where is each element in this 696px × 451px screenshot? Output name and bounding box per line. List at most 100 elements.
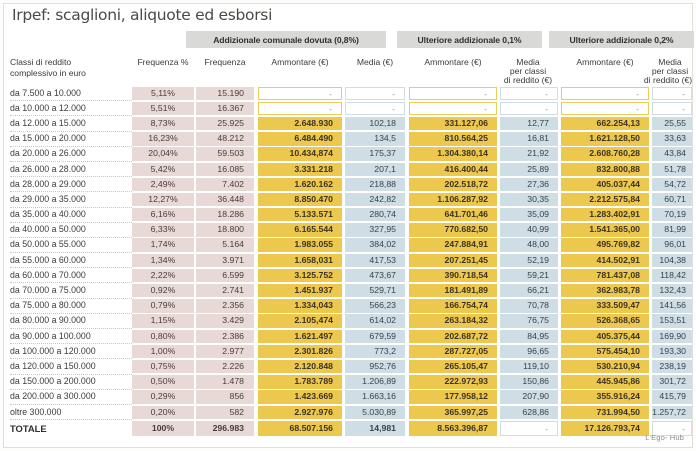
cell-ammontare-2: 331.127,06: [409, 116, 497, 131]
cell-media-3: 153,51: [652, 314, 692, 328]
cell-freq: 25.925: [196, 116, 254, 131]
cell-freq: 2.741: [196, 284, 254, 298]
cell-freq-pct: 16,23%: [132, 132, 194, 146]
header-media-1: Media (€): [356, 57, 394, 67]
cell-ammontare-3: 2.212.575,84: [561, 192, 649, 207]
cell-freq-pct: 5,11%: [132, 86, 194, 100]
cell-freq: 18.800: [196, 223, 254, 237]
cell-row-label: da 20.000 a 26.000: [10, 147, 132, 162]
cell-media-3: 118,42: [652, 268, 692, 283]
cell-freq-pct: 6,33%: [132, 223, 194, 237]
cell-ammontare-2: 166.754,74: [409, 299, 497, 313]
cell-ammontare-2: 1.304.380,14: [409, 147, 497, 161]
cell-ammontare-1: 3.331.218: [258, 162, 342, 176]
cell-ammontare-3: -: [561, 101, 649, 116]
cell-media-3: 33,63: [652, 132, 692, 146]
cell-row-label: da 75.000 a 80.000: [10, 299, 132, 314]
cell-media-1: 1.663,16: [345, 390, 405, 404]
header-media-2-line1: Media: [516, 57, 540, 67]
cell-ammontare-1: 1.423.669: [258, 390, 342, 404]
cell-ammontare-3: 405.375,44: [561, 329, 649, 343]
cell-media-3: 132,43: [652, 284, 692, 298]
cell-freq: 48.212: [196, 132, 254, 146]
cell-media-3: 104,38: [652, 253, 692, 268]
cell-media-1: 218,88: [345, 177, 405, 192]
cell-media-1: 175,37: [345, 147, 405, 161]
cell-row-label: da 90.000 a 100.000: [10, 330, 132, 345]
cell-freq-pct: 1,74%: [132, 238, 194, 252]
cell-freq: 582: [196, 405, 254, 419]
header-media-2-line2: per classi: [509, 66, 547, 76]
cell-ammontare-2: 222.972,93: [409, 375, 497, 389]
cell-media-3: 169,90: [652, 329, 692, 343]
cell-media-2: -: [500, 101, 558, 116]
cell-ammontare-1: 2.648.930: [258, 116, 342, 131]
table-row: da 150.000 a 200.000 0,50% 1.478 1.783.789 1…: [0, 375, 696, 390]
cell-ammontare-2: 247.884,91: [409, 238, 497, 252]
cell-media-2: 25,89: [500, 162, 558, 176]
cell-ammontare-3: 781.437,08: [561, 268, 649, 283]
cell-freq-pct: 2,22%: [132, 268, 194, 283]
table-row: da 7.500 a 10.000 5,11% 15.190- - - - - -: [0, 86, 696, 102]
cell-media-2: 59,21: [500, 268, 558, 283]
cell-freq: 2.386: [196, 329, 254, 343]
cell-freq: 856: [196, 390, 254, 404]
cell-freq: 1.478: [196, 375, 254, 389]
cell-media-1: 207,1: [345, 162, 405, 176]
cell-ammontare-3: 662.254,13: [561, 116, 649, 131]
cell-ammontare-3: 530.210,94: [561, 359, 649, 374]
cell-ammontare-3: 526.368,65: [561, 314, 649, 328]
cell-ammontare-3: 333.509,47: [561, 299, 649, 313]
cell-media-3: 51,78: [652, 162, 692, 176]
cell-media-3: 54,72: [652, 177, 692, 192]
group-header-addizionale-comunale: Addizionale comunale dovuta (0,8%): [186, 31, 386, 48]
cell-ammontare-1: 3.125.752: [258, 268, 342, 283]
cell-ammontare-3: 362.983,78: [561, 284, 649, 298]
cell-ammontare-3: 2.608.760,28: [561, 147, 649, 161]
cell-freq-pct: 5,42%: [132, 162, 194, 176]
credit-label: L'Ego- Hub: [645, 433, 684, 442]
cell-media-2: 52,19: [500, 253, 558, 268]
cell-ammontare-2: 265.105,47: [409, 359, 497, 374]
cell-row-label: da 100.000 a 120.000: [10, 345, 132, 360]
cell-freq-pct: 12,27%: [132, 192, 194, 207]
cell-ammontare-1: 1.658,031: [258, 253, 342, 268]
cell-media-3: 70,19: [652, 208, 692, 222]
cell-media-2: 150,86: [500, 375, 558, 389]
cell-freq-pct: 0,20%: [132, 405, 194, 419]
header-media-3-line3: di reddito (€): [643, 75, 693, 85]
cell-ammontare-1: -: [258, 101, 342, 116]
cell-media-3: -: [652, 421, 692, 437]
cell-media-3: 141,56: [652, 299, 692, 313]
cell-freq: 3.971: [196, 253, 254, 268]
cell-freq-pct: 6,16%: [132, 208, 194, 222]
cell-media-2: 76,75: [500, 314, 558, 328]
header-frequenza-pct: Frequenza %: [137, 57, 189, 67]
cell-media-2: 628,86: [500, 405, 558, 419]
cell-freq-pct: 100%: [132, 421, 194, 437]
cell-freq-pct: 0,92%: [132, 284, 194, 298]
cell-row-label: da 26.000 a 28.000: [10, 163, 132, 178]
cell-freq: 5.164: [196, 238, 254, 252]
cell-ammontare-3: 355.916,24: [561, 390, 649, 404]
header-media-3-line1: Media: [658, 57, 682, 67]
cell-ammontare-2: 641.701,46: [409, 208, 497, 222]
cell-ammontare-1: 1.334,043: [258, 299, 342, 313]
cell-media-3: 193,30: [652, 344, 692, 359]
table-row: da 50.000 a 55.000 1,74% 5.164 1.983.055 384…: [0, 238, 696, 254]
cell-row-label: da 29.000 a 35.000: [10, 193, 132, 208]
cell-ammontare-1: 1.451.937: [258, 284, 342, 298]
cell-ammontare-1: 10.434,874: [258, 147, 342, 161]
cell-media-3: 415,79: [652, 390, 692, 404]
cell-media-2: 48,00: [500, 238, 558, 252]
cell-ammontare-3: 575.454,10: [561, 344, 649, 359]
cell-ammontare-3: 832.800,88: [561, 162, 649, 176]
cell-ammontare-3: 405.037,44: [561, 177, 649, 192]
cell-media-1: 280,74: [345, 208, 405, 222]
table-row: da 35.000 a 40.000 6,16% 18.286 5.133.571 28…: [0, 208, 696, 223]
cell-media-2: 207,90: [500, 390, 558, 404]
cell-row-label: da 120.000 a 150.000: [10, 360, 132, 375]
header-media-3-line2: per classi: [651, 66, 689, 76]
cell-media-2: 66,21: [500, 284, 558, 298]
cell-ammontare-3: 1.541.365,00: [561, 223, 649, 237]
